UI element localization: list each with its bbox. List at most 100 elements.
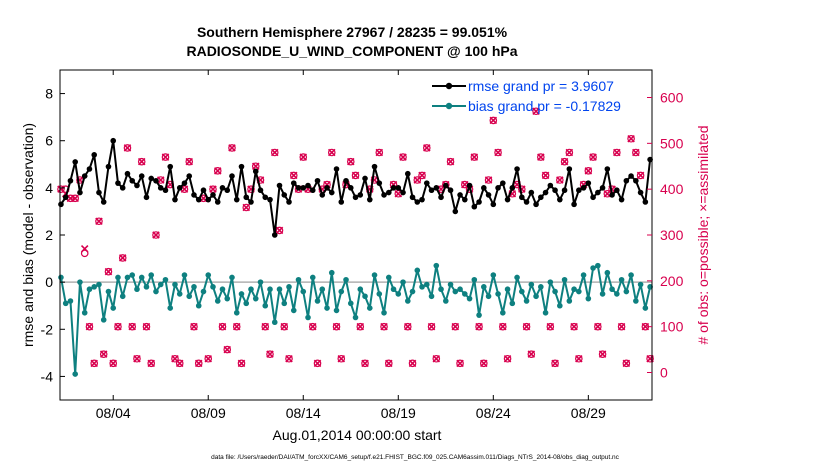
rmse-point — [319, 192, 326, 198]
obs-possible-marker — [104, 267, 113, 276]
rmse-point — [428, 187, 435, 194]
obs-possible-marker — [185, 157, 194, 166]
rmse-point — [191, 192, 197, 198]
rmse-point — [590, 194, 596, 201]
rmse-point — [500, 180, 506, 186]
rmse-point — [599, 185, 606, 191]
obs-possible-marker — [636, 171, 645, 180]
bias-point — [561, 276, 568, 283]
obs-assimilated-marker — [80, 244, 89, 253]
rmse-point — [86, 166, 93, 172]
obs-possible-marker — [85, 322, 94, 331]
obs-possible-marker — [327, 148, 336, 157]
bias-point — [395, 291, 402, 297]
bias-point — [485, 293, 492, 300]
bias-point — [595, 262, 601, 269]
obs-assimilated-marker — [594, 322, 602, 331]
rmse-point — [91, 152, 98, 158]
rmse-point — [542, 189, 549, 196]
bias-point — [580, 272, 587, 278]
rmse-point — [153, 177, 159, 184]
bias-point — [538, 284, 544, 290]
obs-possible-marker — [213, 167, 222, 175]
obs-possible-marker — [503, 354, 512, 363]
obs-possible-marker — [270, 148, 279, 157]
obs-possible-marker — [570, 322, 578, 331]
rmse-point — [381, 192, 387, 198]
obs-assimilated-marker — [575, 354, 583, 363]
obs-possible-marker — [356, 322, 365, 331]
x-tick-label: 08/14 — [286, 405, 321, 421]
bias-point — [276, 286, 283, 293]
bias-point — [509, 300, 516, 307]
rmse-point — [595, 189, 601, 196]
bias-point — [343, 276, 349, 283]
obs-possible-marker — [617, 322, 626, 331]
bias-point — [328, 269, 335, 276]
bias-point — [647, 284, 653, 290]
bias-point — [438, 286, 444, 293]
y-axis-left-label: rmse and bias (model - observation) — [20, 123, 36, 347]
obs-assimilated-marker — [133, 354, 141, 363]
bias-point — [409, 288, 416, 295]
y-right-tick-label: 100 — [660, 319, 684, 335]
obs-possible-marker — [451, 322, 460, 331]
legend-rmse-label: rmse grand pr = 3.9607 — [468, 78, 614, 94]
obs-assimilated-marker — [285, 354, 293, 363]
rmse-point — [105, 163, 112, 170]
obs-possible-marker — [147, 359, 156, 368]
rmse-point — [447, 187, 454, 194]
bias-point — [338, 288, 345, 295]
rmse-point — [409, 194, 416, 201]
obs-possible-marker — [427, 322, 436, 331]
rmse-point — [519, 194, 525, 201]
obs-assimilated-marker — [356, 322, 365, 331]
obs-possible-marker — [261, 322, 270, 331]
obs-possible-marker — [646, 354, 654, 363]
rmse-point — [328, 189, 335, 196]
rmse-point — [466, 182, 473, 189]
bias-point — [423, 281, 430, 288]
bias-point — [81, 309, 88, 316]
obs-possible-marker — [546, 322, 555, 331]
obs-possible-marker — [114, 322, 122, 331]
bias-point — [514, 274, 520, 281]
obs-assimilated-marker — [308, 322, 317, 331]
obs-assimilated-marker — [332, 322, 341, 331]
rmse-point — [186, 173, 193, 179]
bias-point — [362, 293, 368, 300]
rmse-series — [58, 137, 653, 238]
obs-possible-marker — [123, 144, 132, 152]
obs-assimilated-marker — [347, 157, 355, 166]
rmse-point — [77, 189, 83, 196]
rmse-point — [157, 185, 164, 191]
obs-possible-marker — [484, 176, 493, 184]
rmse-point — [476, 199, 482, 205]
bias-point — [115, 274, 121, 281]
rmse-point — [338, 199, 345, 205]
obs-assimilated-marker — [470, 153, 479, 161]
obs-assimilated-marker — [228, 144, 236, 152]
rmse-point — [552, 187, 558, 194]
obs-assimilated-marker — [313, 359, 322, 368]
rmse-point — [614, 187, 620, 194]
bias-point — [295, 276, 302, 283]
obs-possible-marker — [627, 134, 635, 143]
obs-assimilated-marker — [622, 359, 631, 368]
rmse-point — [314, 177, 321, 184]
rmse-point — [547, 182, 554, 189]
obs-assimilated-marker — [190, 322, 198, 331]
y-right-tick-label: 300 — [660, 227, 684, 243]
rmse-point — [557, 196, 563, 203]
bias-point — [319, 286, 326, 293]
obs-possible-marker — [537, 153, 545, 161]
rmse-point — [352, 194, 359, 201]
x-tick-label: 08/29 — [571, 405, 606, 421]
rmse-point — [290, 180, 297, 186]
obs-possible-marker — [351, 171, 360, 180]
obs-assimilated-marker — [270, 148, 279, 157]
bias-point — [366, 305, 373, 311]
obs-assimilated-marker — [99, 350, 108, 358]
rmse-point — [400, 189, 406, 196]
rmse-point — [366, 196, 373, 203]
